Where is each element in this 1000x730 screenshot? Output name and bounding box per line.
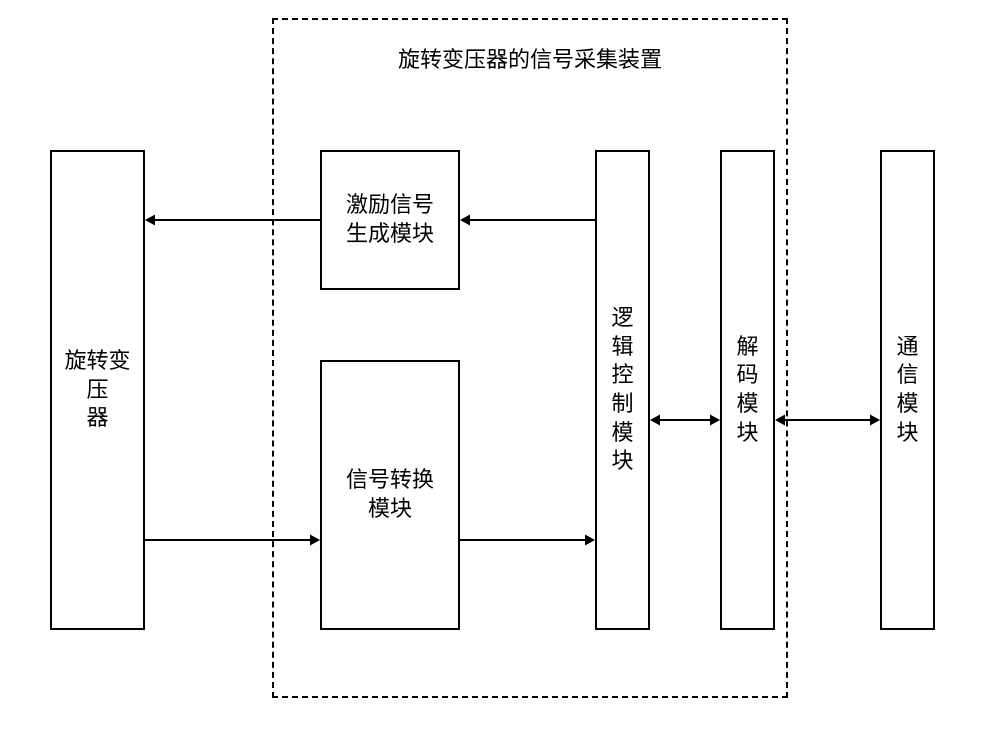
- communication-box: 通信模块: [880, 150, 935, 630]
- logic-control-box-label: 逻辑控制模块: [601, 304, 644, 476]
- excitation-signal-box: 激励信号生成模块: [320, 150, 460, 290]
- logic-control-box: 逻辑控制模块: [595, 150, 650, 630]
- signal-convert-box: 信号转换模块: [320, 360, 460, 630]
- container-title: 旋转变压器的信号采集装置: [380, 42, 680, 74]
- communication-box-label: 通信模块: [886, 333, 929, 447]
- decode-box-label: 解码模块: [726, 333, 769, 447]
- decode-box: 解码模块: [720, 150, 775, 630]
- excitation-signal-box-label: 激励信号生成模块: [346, 191, 434, 248]
- resolver-box: 旋转变压器: [50, 150, 145, 630]
- signal-convert-box-label: 信号转换模块: [346, 466, 434, 523]
- resolver-box-label: 旋转变压器: [56, 347, 139, 433]
